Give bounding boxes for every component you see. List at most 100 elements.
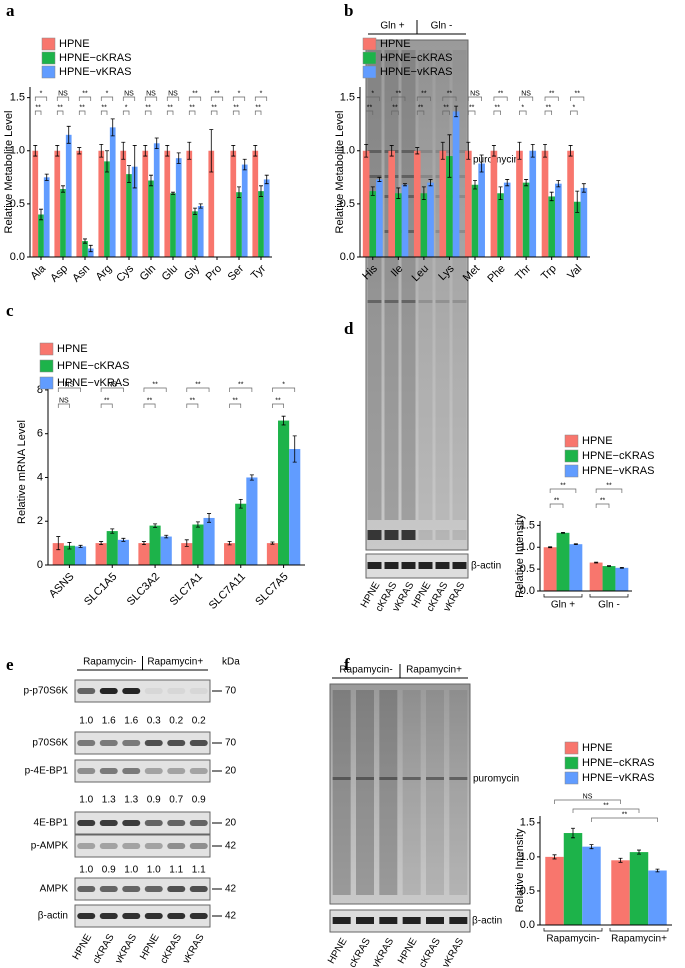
significance-label: * xyxy=(282,381,285,388)
panel-label: a xyxy=(6,1,15,20)
blot-band xyxy=(189,913,208,919)
blot-band xyxy=(189,740,208,746)
blot-band xyxy=(167,886,186,892)
error-bar xyxy=(67,542,72,550)
error-bar xyxy=(127,165,131,184)
significance-label: ** xyxy=(421,90,427,97)
significance-bracket xyxy=(144,110,152,115)
significance-bracket xyxy=(34,110,42,115)
bar xyxy=(43,177,50,257)
blot-band xyxy=(367,562,382,569)
y-tick-label: 0.5 xyxy=(520,885,535,897)
legend-swatch xyxy=(39,342,54,356)
blot xyxy=(74,834,211,858)
blot-band xyxy=(384,562,399,569)
x-tick-label: Pro xyxy=(204,263,225,284)
bar xyxy=(170,193,176,257)
blot xyxy=(329,909,471,933)
bar xyxy=(541,150,549,257)
x-tick-label: Ser xyxy=(226,262,247,283)
legend-swatch xyxy=(564,464,579,478)
band-label: puromycin xyxy=(473,774,519,785)
significance-label: ** xyxy=(560,482,566,489)
blot-band xyxy=(99,820,118,826)
panel-label: c xyxy=(6,301,14,320)
y-tick-label: 1.5 xyxy=(340,92,355,104)
error-bar xyxy=(171,191,175,195)
band-label: β-actin xyxy=(472,916,502,927)
blot-band xyxy=(418,300,433,303)
error-bar xyxy=(377,176,382,182)
lane-label: vKRAS xyxy=(441,936,467,968)
error-bar xyxy=(176,152,181,164)
legend-swatch xyxy=(564,771,579,785)
blot-band xyxy=(167,843,186,849)
bar xyxy=(563,833,583,925)
blot-band xyxy=(452,530,467,540)
bar xyxy=(567,150,574,257)
blot-band xyxy=(452,230,467,233)
error-bar xyxy=(164,534,169,539)
x-tick-label: Rapamycin+ xyxy=(611,934,667,945)
blot-band xyxy=(99,843,118,849)
bar xyxy=(175,158,182,257)
legend-swatch xyxy=(564,449,579,463)
error-bar xyxy=(618,857,623,863)
bar xyxy=(497,193,504,257)
significance-label: * xyxy=(125,104,128,111)
error-bar xyxy=(479,154,484,173)
x-tick-label: SLC7A5 xyxy=(253,571,290,608)
error-bar xyxy=(249,474,254,481)
condition-label: Gln - xyxy=(431,21,453,32)
error-bar xyxy=(637,849,641,855)
significance-bracket xyxy=(188,96,202,101)
error-bar xyxy=(237,186,241,198)
bar xyxy=(60,189,66,257)
panel-label: e xyxy=(6,655,14,674)
significance-label: ** xyxy=(396,90,402,97)
blot-band xyxy=(167,820,186,826)
error-bar xyxy=(153,523,158,528)
lane-label: cKRAS xyxy=(347,936,373,968)
blot-band xyxy=(401,175,416,178)
error-bar xyxy=(33,145,38,157)
bar xyxy=(149,525,161,565)
blot-band xyxy=(332,777,351,780)
significance-bracket xyxy=(188,110,196,115)
lane-smear xyxy=(356,690,374,895)
significance-bracket xyxy=(122,110,130,115)
blot-band xyxy=(189,843,208,849)
significance-bracket xyxy=(122,96,136,101)
quantification: 1.0 xyxy=(124,865,138,876)
significance-bracket xyxy=(186,387,210,392)
significance-bracket xyxy=(57,403,70,408)
bar xyxy=(573,201,581,257)
quantification: 1.0 xyxy=(79,865,93,876)
significance-label: ** xyxy=(189,104,195,111)
lane-smear xyxy=(426,690,444,895)
y-tick-label: 0.0 xyxy=(340,251,355,263)
quantification: 1.1 xyxy=(192,865,206,876)
blot-band xyxy=(384,530,399,540)
error-bar xyxy=(543,143,548,158)
blot-band xyxy=(401,530,416,540)
significance-bracket xyxy=(232,110,240,115)
error-bar xyxy=(473,180,477,190)
row-label: AMPK xyxy=(40,884,69,895)
y-tick-label: 0.0 xyxy=(520,585,535,597)
error-bar xyxy=(428,179,433,187)
lane-smear xyxy=(379,690,398,895)
error-bar xyxy=(88,244,93,253)
bar xyxy=(503,182,511,257)
error-bar xyxy=(581,183,586,193)
significance-bracket xyxy=(210,96,224,101)
bar xyxy=(109,127,116,257)
bar xyxy=(95,543,107,565)
kda-label: 42 xyxy=(225,911,237,922)
condition-label: Gln + xyxy=(380,21,404,32)
significance-label: ** xyxy=(211,104,217,111)
significance-label: ** xyxy=(606,482,612,489)
error-bar xyxy=(61,185,65,193)
blot-band xyxy=(77,688,96,694)
lane-label: vKRAS xyxy=(371,936,397,968)
